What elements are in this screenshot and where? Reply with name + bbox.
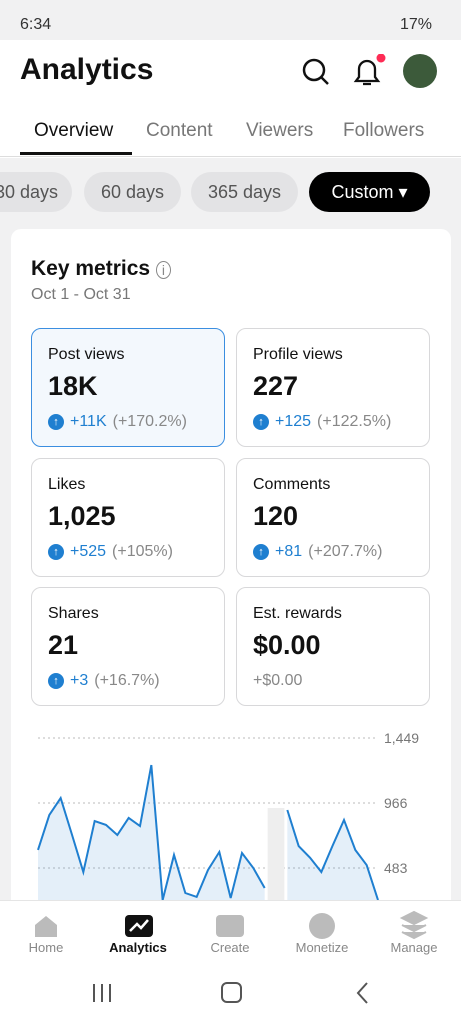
chip[interactable]: 60 days xyxy=(84,172,181,212)
change-percent: (+122.5%) xyxy=(317,413,392,430)
status-time: 6:34 xyxy=(20,16,52,33)
change-percent: (+170.2%) xyxy=(112,413,187,430)
chip[interactable]: 365 days xyxy=(191,172,298,212)
metric-value: 227 xyxy=(253,371,299,401)
tab[interactable]: Content xyxy=(146,120,213,141)
metric-card[interactable]: Profile views 227 ↑ +125 (+122.5%) xyxy=(236,328,430,447)
metric-label: Likes xyxy=(48,475,86,493)
metric-change: +$0.00 xyxy=(253,672,302,690)
metric-label: Comments xyxy=(253,475,331,493)
change-value: +3 xyxy=(70,672,89,689)
metric-label: Profile views xyxy=(253,346,343,363)
chip-label: 30 days xyxy=(0,182,58,202)
change-percent: (+207.7%) xyxy=(308,542,383,560)
metric-card[interactable]: Shares 21 ↑ +3 (+16.7%) xyxy=(31,587,225,706)
change-percent: (+16.7%) xyxy=(94,672,160,689)
metric-change: ↑ +125 (+122.5%) xyxy=(253,413,391,431)
tab[interactable]: Followers xyxy=(343,120,425,141)
date-range: Oct 1 - Oct 31 xyxy=(31,286,131,303)
metric-value: 1,025 xyxy=(48,500,116,531)
header-icons[interactable] xyxy=(298,54,448,94)
up-icon: ↑ xyxy=(253,414,269,430)
tab-indicator xyxy=(20,152,132,155)
divider xyxy=(0,156,461,157)
line xyxy=(37,764,379,901)
metric-value: $0.00 xyxy=(253,630,321,660)
up-icon: ↑ xyxy=(48,673,64,689)
change-value: +125 xyxy=(275,413,312,430)
metric-value: 120 xyxy=(253,500,299,531)
metric-change: ↑ +525 (+105%) xyxy=(48,543,173,561)
change-value: +525 xyxy=(70,542,107,560)
nav-item[interactable]: Create xyxy=(210,940,250,955)
tab[interactable]: Overview xyxy=(34,120,114,141)
up-icon: ↑ xyxy=(253,543,269,560)
change-value: +11K xyxy=(70,413,107,430)
chart: 1,449 966 483 xyxy=(37,730,419,933)
nav-icons xyxy=(35,910,429,940)
line-area xyxy=(38,765,378,933)
metric-label: Post views xyxy=(48,346,125,363)
metric-card[interactable]: Likes 1,025 ↑ +525 (+105%) xyxy=(31,457,225,577)
system-nav xyxy=(93,982,368,1004)
y-tick-label: 966 xyxy=(384,795,408,811)
metric-change: ↑ +81 (+207.7%) xyxy=(253,543,382,561)
metric-card[interactable]: Post views 18K ↑ +11K (+170.2%) xyxy=(31,328,225,447)
metric-value: 21 xyxy=(48,630,79,660)
chip-selected[interactable]: Custom ▾ xyxy=(309,172,430,212)
page-title: Analytics xyxy=(20,53,154,86)
y-tick-label: 1,449 xyxy=(384,730,419,746)
metric-card[interactable]: Comments 120 ↑ +81 (+207.7%) xyxy=(236,457,430,577)
nav-item[interactable]: Home xyxy=(28,940,64,955)
metric-label: Est. rewards xyxy=(253,605,342,622)
nav-item[interactable]: Manage xyxy=(390,940,438,955)
up-icon: ↑ xyxy=(48,543,64,560)
change-value: +81 xyxy=(275,542,303,560)
metric-change: ↑ +3 (+16.7%) xyxy=(48,672,160,690)
nav-item[interactable]: Monetize xyxy=(295,940,349,955)
chip-label: Custom xyxy=(331,182,394,202)
chip[interactable]: 30 days xyxy=(0,172,72,212)
tab[interactable]: Viewers xyxy=(246,120,314,141)
y-tick-label: 483 xyxy=(384,860,408,876)
metric-label: Shares xyxy=(48,605,99,622)
up-icon: ↑ xyxy=(48,414,64,430)
section-title: Key metrics i xyxy=(31,257,172,281)
section-title-text: Key metrics xyxy=(31,257,151,280)
status-battery: 17% xyxy=(400,16,433,33)
metric-value: 18K xyxy=(48,371,98,401)
change-value: +$0.00 xyxy=(253,672,303,689)
nav-item[interactable]: Analytics xyxy=(109,940,167,955)
change-percent: (+105%) xyxy=(112,542,173,560)
metric-change: ↑ +11K (+170.2%) xyxy=(48,413,187,431)
metric-card[interactable]: Est. rewards $0.00 +$0.00 xyxy=(236,587,430,706)
